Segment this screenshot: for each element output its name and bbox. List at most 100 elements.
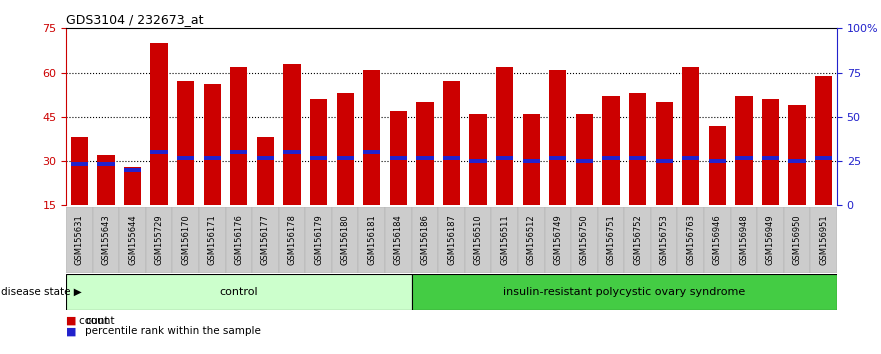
Text: percentile rank within the sample: percentile rank within the sample xyxy=(85,326,262,336)
Bar xyxy=(470,159,486,163)
FancyBboxPatch shape xyxy=(411,274,837,310)
Bar xyxy=(655,102,673,205)
Bar xyxy=(522,159,540,163)
Bar xyxy=(389,156,407,160)
Text: GSM156949: GSM156949 xyxy=(766,215,775,265)
FancyBboxPatch shape xyxy=(199,207,226,273)
FancyBboxPatch shape xyxy=(625,207,651,273)
FancyBboxPatch shape xyxy=(811,207,837,273)
FancyBboxPatch shape xyxy=(359,207,385,273)
FancyBboxPatch shape xyxy=(651,207,677,273)
Bar xyxy=(230,67,248,205)
Text: GSM156951: GSM156951 xyxy=(819,215,828,265)
Bar xyxy=(762,156,779,160)
Text: count: count xyxy=(85,316,115,326)
Bar xyxy=(70,162,88,166)
FancyBboxPatch shape xyxy=(704,207,730,273)
Bar xyxy=(230,150,248,154)
Bar xyxy=(496,67,514,205)
Bar xyxy=(576,114,593,205)
FancyBboxPatch shape xyxy=(173,207,199,273)
FancyBboxPatch shape xyxy=(544,207,571,273)
Text: GSM156178: GSM156178 xyxy=(287,215,297,265)
Text: GSM156948: GSM156948 xyxy=(739,215,749,265)
Bar xyxy=(708,159,726,163)
Text: GSM156177: GSM156177 xyxy=(261,215,270,265)
Text: GSM156950: GSM156950 xyxy=(793,215,802,265)
Bar xyxy=(124,168,141,172)
Bar xyxy=(284,150,300,154)
Text: GSM156753: GSM156753 xyxy=(660,215,669,265)
Bar xyxy=(204,84,221,205)
Bar xyxy=(443,81,460,205)
Text: GSM156751: GSM156751 xyxy=(606,215,616,265)
FancyBboxPatch shape xyxy=(757,207,784,273)
Bar xyxy=(496,156,514,160)
Bar xyxy=(629,93,647,205)
Bar xyxy=(204,156,221,160)
Bar xyxy=(682,156,700,160)
FancyBboxPatch shape xyxy=(119,207,146,273)
Text: GSM156170: GSM156170 xyxy=(181,215,190,265)
Text: GSM156184: GSM156184 xyxy=(394,215,403,265)
Text: GSM156510: GSM156510 xyxy=(474,215,483,265)
FancyBboxPatch shape xyxy=(278,207,306,273)
Bar xyxy=(576,159,593,163)
Bar xyxy=(177,81,195,205)
Text: ■ count: ■ count xyxy=(66,316,108,326)
Bar xyxy=(177,156,195,160)
FancyBboxPatch shape xyxy=(465,207,492,273)
Bar xyxy=(97,162,115,166)
Bar xyxy=(549,70,566,205)
FancyBboxPatch shape xyxy=(492,207,518,273)
FancyBboxPatch shape xyxy=(332,207,359,273)
FancyBboxPatch shape xyxy=(93,207,119,273)
FancyBboxPatch shape xyxy=(597,207,625,273)
Bar xyxy=(284,64,300,205)
Text: GDS3104 / 232673_at: GDS3104 / 232673_at xyxy=(66,13,204,26)
Text: GSM156763: GSM156763 xyxy=(686,214,695,266)
Bar xyxy=(151,43,167,205)
Text: GSM156186: GSM156186 xyxy=(420,215,429,265)
Bar xyxy=(655,159,673,163)
Bar xyxy=(310,156,327,160)
FancyBboxPatch shape xyxy=(226,207,252,273)
FancyBboxPatch shape xyxy=(146,207,173,273)
Bar xyxy=(256,156,274,160)
FancyBboxPatch shape xyxy=(438,207,465,273)
Bar xyxy=(389,111,407,205)
Bar xyxy=(256,137,274,205)
FancyBboxPatch shape xyxy=(784,207,811,273)
Text: GSM155631: GSM155631 xyxy=(75,215,84,265)
Text: GSM156171: GSM156171 xyxy=(208,215,217,265)
Text: GSM156187: GSM156187 xyxy=(447,215,456,265)
Bar xyxy=(470,114,486,205)
Bar xyxy=(363,70,381,205)
Bar xyxy=(337,156,354,160)
Text: GSM156512: GSM156512 xyxy=(527,215,536,265)
Text: disease state ▶: disease state ▶ xyxy=(1,287,82,297)
Bar xyxy=(97,155,115,205)
FancyBboxPatch shape xyxy=(677,207,704,273)
Bar xyxy=(603,96,619,205)
Bar xyxy=(417,156,433,160)
FancyBboxPatch shape xyxy=(66,274,411,310)
Bar xyxy=(815,156,833,160)
Bar xyxy=(762,99,779,205)
Bar xyxy=(815,75,833,205)
Bar xyxy=(788,159,806,163)
Bar xyxy=(549,156,566,160)
Text: GSM155643: GSM155643 xyxy=(101,215,110,265)
FancyBboxPatch shape xyxy=(252,207,278,273)
FancyBboxPatch shape xyxy=(730,207,757,273)
Bar xyxy=(310,99,327,205)
Bar xyxy=(736,156,752,160)
Text: GSM155644: GSM155644 xyxy=(128,215,137,265)
Bar xyxy=(708,126,726,205)
Bar xyxy=(788,105,806,205)
Bar xyxy=(417,102,433,205)
Bar xyxy=(443,156,460,160)
Text: GSM156511: GSM156511 xyxy=(500,215,509,265)
Bar xyxy=(70,137,88,205)
Bar xyxy=(603,156,619,160)
